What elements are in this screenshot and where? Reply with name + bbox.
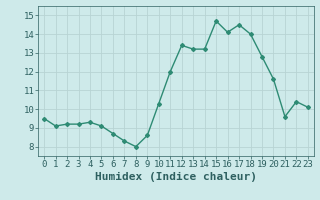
X-axis label: Humidex (Indice chaleur): Humidex (Indice chaleur): [95, 172, 257, 182]
